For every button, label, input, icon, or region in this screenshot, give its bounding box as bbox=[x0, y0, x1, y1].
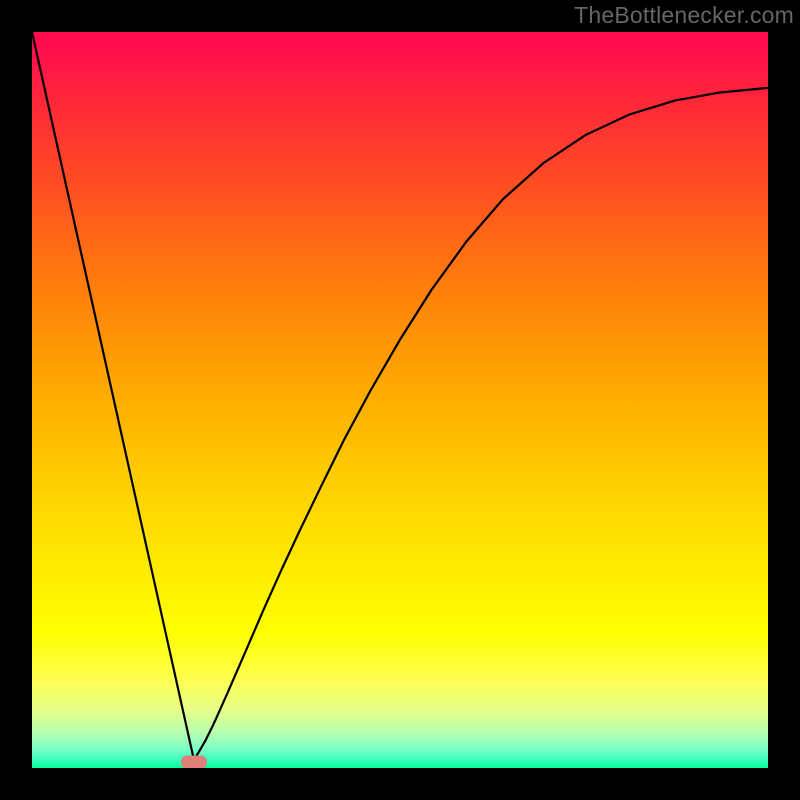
chart-container: TheBottlenecker.com bbox=[0, 0, 800, 800]
plot-area bbox=[32, 32, 768, 768]
plot-svg bbox=[32, 32, 768, 768]
watermark-text: TheBottlenecker.com bbox=[574, 2, 794, 29]
gradient-background bbox=[32, 32, 768, 768]
minimum-marker bbox=[181, 756, 207, 768]
